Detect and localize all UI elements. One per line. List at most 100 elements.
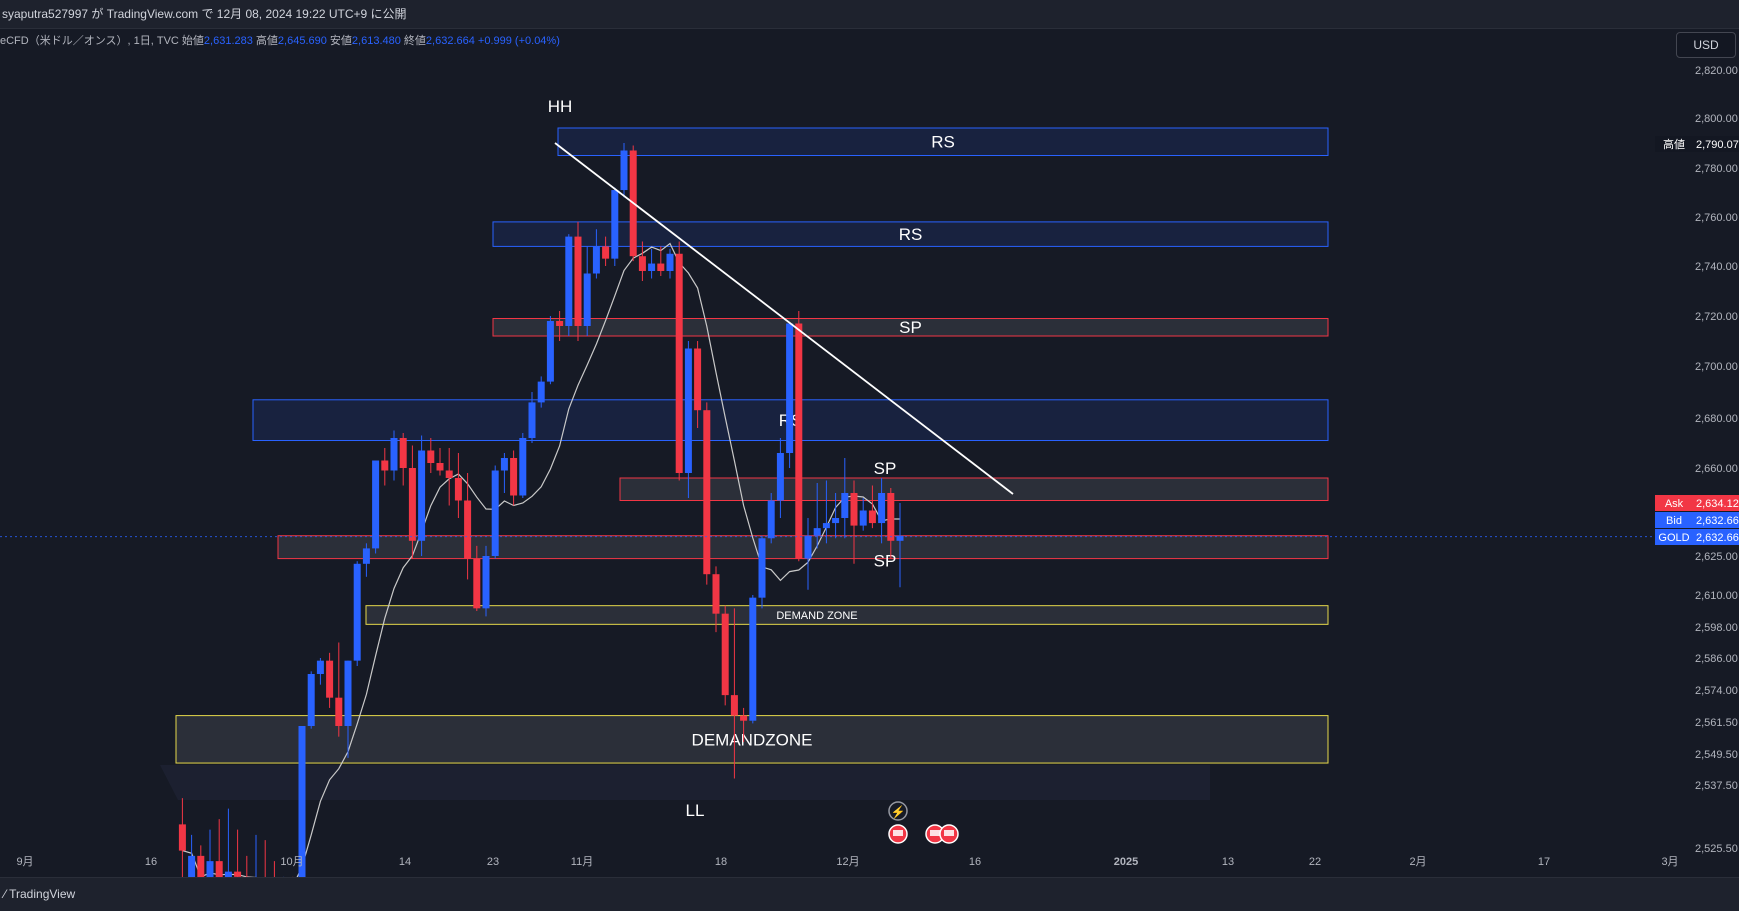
price-tag-label: Ask [1665, 498, 1684, 510]
y-tick-label: 2,537.50 [1695, 780, 1738, 792]
y-tick-label: 2,720.00 [1695, 311, 1738, 323]
volume-profile-band [160, 765, 1210, 800]
candle-body [345, 661, 352, 726]
candle-body [538, 382, 545, 403]
y-tick-label: 2,625.00 [1695, 551, 1738, 563]
us-flag-stripe [930, 830, 940, 836]
candle-body [694, 349, 701, 411]
us-flag-stripe [944, 830, 954, 836]
candle-body [317, 661, 324, 674]
candle-body [446, 471, 453, 479]
x-tick-label: 16 [145, 856, 157, 868]
zone-label: RS [931, 133, 955, 152]
y-tick-label: 2,800.00 [1695, 113, 1738, 125]
candle-body [483, 556, 490, 608]
price-axis[interactable]: 2,820.00 2,800.00 2,780.00 2,760.00 2,740.00… [1695, 65, 1738, 855]
candle-body [657, 264, 664, 271]
candle-body [685, 349, 692, 474]
price-tag-value: 2,632.66 [1696, 515, 1739, 527]
price-tag-value: 2,632.66 [1696, 532, 1739, 544]
candle-body [188, 856, 195, 877]
candle-body [887, 493, 894, 541]
candle-body [464, 501, 471, 559]
candle-body [768, 501, 775, 539]
zone-label: DEMAND ZONE [776, 610, 857, 622]
footer-bar: ⁄ TradingView [0, 877, 1739, 911]
price-tag-label: GOLD [1658, 532, 1689, 544]
price-tag-value: 2,634.12 [1696, 498, 1739, 510]
y-tick-label: 2,549.50 [1695, 749, 1738, 761]
candle-body [584, 274, 591, 327]
candle-body [473, 559, 480, 609]
y-tick-label: 2,610.00 [1695, 590, 1738, 602]
zone-label: RS [899, 225, 923, 244]
candle-body [805, 536, 812, 559]
zone-label: SP [874, 459, 897, 478]
y-tick-label: 2,760.00 [1695, 212, 1738, 224]
candle-body [832, 518, 839, 523]
x-tick-label: 22 [1309, 856, 1321, 868]
zone-label: SP [899, 318, 922, 337]
candle-body [575, 237, 582, 326]
event-icons[interactable]: ⚡ [889, 802, 958, 843]
candle-body [381, 461, 388, 471]
price-tag-value: 2,790.07 [1696, 139, 1739, 151]
candle-body [795, 324, 802, 559]
candle-body [878, 493, 885, 523]
candle-body [565, 237, 572, 326]
candle-body [786, 324, 793, 454]
annotation-hh: HH [548, 97, 573, 116]
candle-body [207, 861, 214, 877]
candle-body [418, 451, 425, 541]
candle-body [823, 523, 830, 528]
lightning-glyph: ⚡ [891, 805, 906, 819]
x-tick-label: 13 [1222, 856, 1234, 868]
candle-body [851, 493, 858, 526]
candle-body [814, 528, 821, 536]
y-tick-label: 2,598.00 [1695, 622, 1738, 634]
candle-body [777, 453, 784, 501]
candle-body [335, 698, 342, 726]
candle-body [299, 726, 306, 877]
us-flag-stripe [893, 830, 903, 836]
candle-body [510, 458, 517, 496]
price-tag-label: 高値 [1663, 137, 1685, 151]
candle-body [501, 458, 508, 471]
candle-body [391, 438, 398, 471]
candle-body [722, 614, 729, 695]
candle-body [409, 468, 416, 541]
candle-body [326, 661, 333, 698]
candle-body [400, 438, 407, 468]
candle-body [455, 478, 462, 501]
candle-body [731, 695, 738, 715]
candle-body [308, 674, 315, 726]
price-tag-label: Bid [1666, 515, 1682, 527]
x-tick-label: 12月 [836, 856, 859, 868]
x-tick-label: 2025 [1114, 856, 1138, 868]
x-tick-label: 16 [969, 856, 981, 868]
candle-body [602, 246, 609, 258]
candle-body [492, 471, 499, 557]
candle-body [593, 246, 600, 273]
y-tick-label: 2,780.00 [1695, 163, 1738, 175]
candle-body [869, 511, 876, 524]
candle-body [216, 861, 223, 877]
zone-label: DEMANDZONE [692, 730, 813, 749]
x-tick-label: 9月 [16, 856, 33, 868]
x-tick-label: 11月 [571, 856, 593, 868]
y-tick-label: 2,820.00 [1695, 65, 1738, 77]
candle-body [363, 548, 370, 563]
candle-body [676, 254, 683, 473]
candle-body [639, 256, 646, 271]
y-tick-label: 2,561.50 [1695, 717, 1738, 729]
y-tick-label: 2,574.00 [1695, 685, 1738, 697]
y-tick-label: 2,586.00 [1695, 653, 1738, 665]
candle-body [860, 511, 867, 526]
candle-body [529, 402, 536, 438]
x-tick-label: 18 [715, 856, 727, 868]
price-tags: 高値 2,790.07 Ask 2,634.12 Bid 2,632.66 GOLD 2,63… [1655, 136, 1739, 545]
y-tick-label: 2,740.00 [1695, 261, 1738, 273]
zone-box [620, 478, 1328, 501]
